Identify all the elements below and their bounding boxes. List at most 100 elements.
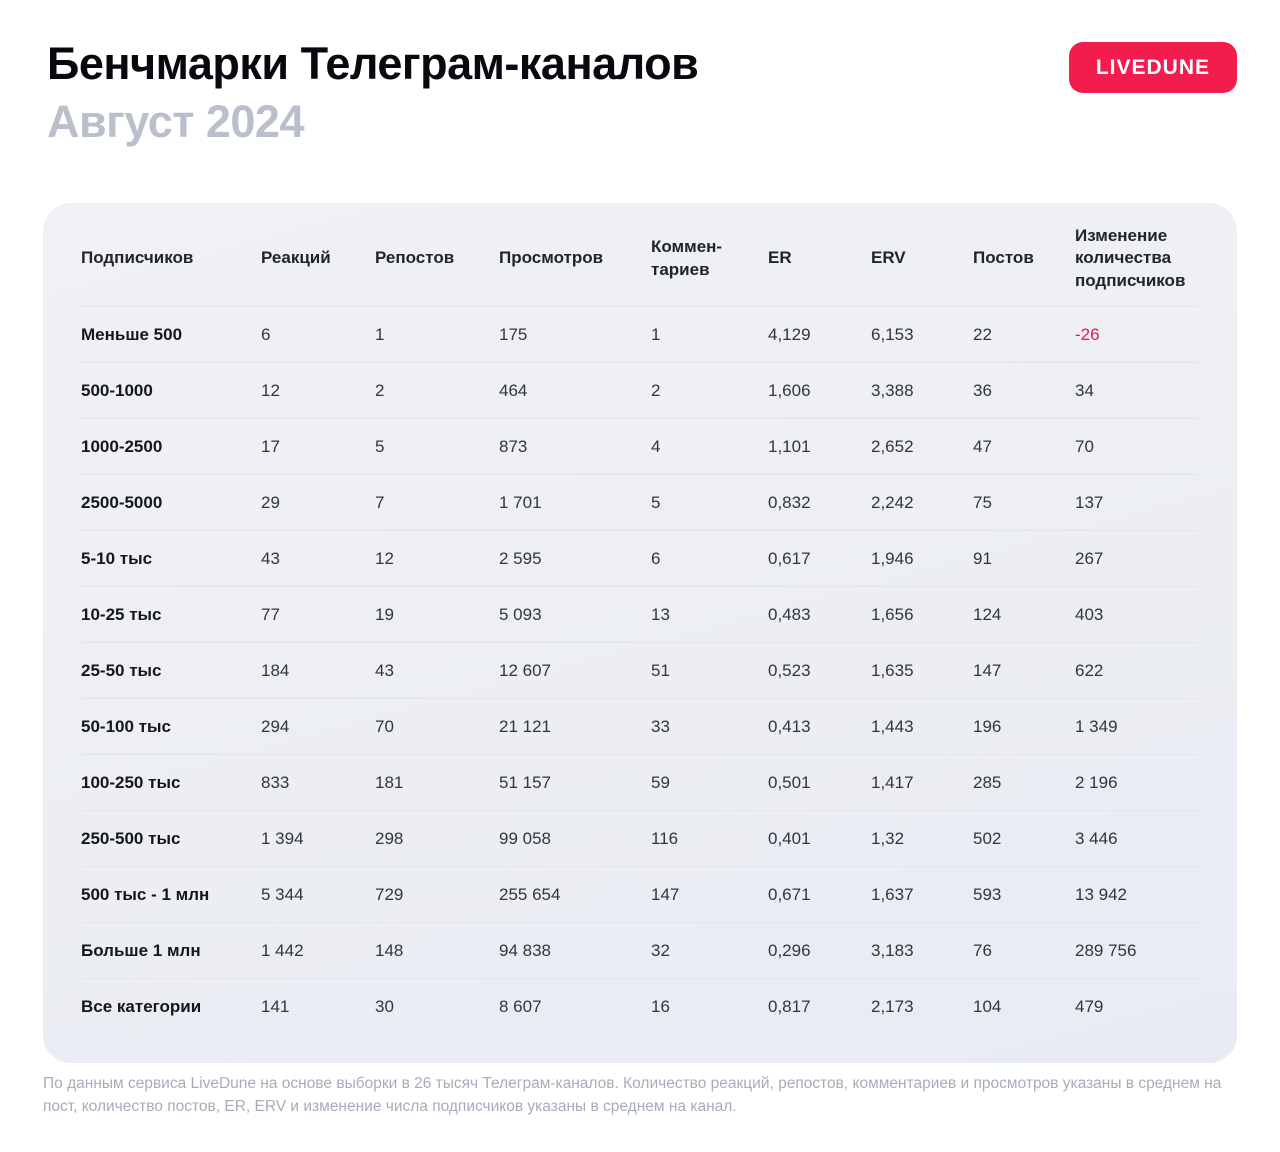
value-cell: 1 701	[499, 492, 542, 512]
value-cell: 148	[375, 940, 404, 960]
value-cell: 5 344	[261, 884, 304, 904]
value-cell: 1	[375, 324, 385, 344]
value-cell: 196	[973, 716, 1002, 736]
value-cell: 32	[651, 940, 670, 960]
value-cell: 36	[973, 380, 992, 400]
value-cell: 19	[375, 604, 394, 624]
value-cell: 13 942	[1075, 884, 1127, 904]
value-cell: 147	[973, 660, 1002, 680]
value-cell: 5	[651, 492, 661, 512]
value-cell: 3,183	[871, 940, 914, 960]
table-row: Все категории 141 30 8 607 16 0,817 2,173 104 47…	[81, 978, 1199, 1034]
value-cell: 5	[375, 436, 385, 456]
value-cell: 1,417	[871, 772, 914, 792]
row-label-cell: 250-500 тыс	[81, 828, 181, 848]
row-label-cell: 100-250 тыс	[81, 772, 181, 792]
value-cell: 124	[973, 604, 1002, 624]
value-cell: 181	[375, 772, 404, 792]
value-cell: 1 394	[261, 828, 304, 848]
value-cell: 29	[261, 492, 280, 512]
value-cell: 2 595	[499, 548, 542, 568]
value-cell: 1,443	[871, 716, 914, 736]
value-cell: 1,101	[768, 436, 811, 456]
value-cell: 289 756	[1075, 940, 1137, 960]
header-cell: ER	[768, 248, 792, 268]
value-cell: 12 607	[499, 660, 551, 680]
value-cell: 1,637	[871, 884, 914, 904]
value-cell: 147	[651, 884, 680, 904]
table-row: Больше 1 млн 1 442 148 94 838 32 0,296 3,183 76…	[81, 922, 1199, 978]
value-cell: 1,606	[768, 380, 811, 400]
value-cell: 0,671	[768, 884, 811, 904]
value-cell: 5 093	[499, 604, 542, 624]
table-row: 50-100 тыс 294 70 21 121 33 0,413 1,443 196 1 34…	[81, 698, 1199, 754]
value-cell: 51	[651, 660, 670, 680]
value-cell: 43	[375, 660, 394, 680]
value-cell: 267	[1075, 548, 1104, 568]
header-cell: Изменение количества подписчиков	[1075, 226, 1186, 290]
table-row: 500 тыс - 1 млн 5 344 729 255 654 147 0,671 1,…	[81, 866, 1199, 922]
value-cell: 75	[973, 492, 992, 512]
table-row: 500-1000 12 2 464 2 1,606 3,388 36 34	[81, 362, 1199, 418]
value-cell: 0,832	[768, 492, 811, 512]
value-cell: 285	[973, 772, 1002, 792]
value-cell: 0,296	[768, 940, 811, 960]
header-cell: Коммен-тариев	[651, 237, 723, 279]
value-cell: 141	[261, 996, 290, 1016]
value-cell: 184	[261, 660, 290, 680]
value-cell: 1,635	[871, 660, 914, 680]
value-cell: 43	[261, 548, 280, 568]
value-cell: 1,946	[871, 548, 914, 568]
value-cell: 16	[651, 996, 670, 1016]
value-cell: -26	[1075, 324, 1100, 344]
value-cell: 12	[375, 548, 394, 568]
value-cell: 2,652	[871, 436, 914, 456]
value-cell: 2,242	[871, 492, 914, 512]
value-cell: 21 121	[499, 716, 551, 736]
value-cell: 59	[651, 772, 670, 792]
header-cell: Подписчиков	[81, 248, 194, 268]
value-cell: 0,501	[768, 772, 811, 792]
livedune-logo-badge: LIVEDUNE	[1068, 42, 1237, 93]
value-cell: 622	[1075, 660, 1104, 680]
value-cell: 47	[973, 436, 992, 456]
value-cell: 1 442	[261, 940, 304, 960]
value-cell: 116	[651, 828, 679, 848]
row-label-cell: 5-10 тыс	[81, 548, 153, 568]
value-cell: 873	[499, 436, 528, 456]
value-cell: 464	[499, 380, 528, 400]
value-cell: 1,656	[871, 604, 914, 624]
row-label-cell: 1000-2500	[81, 436, 163, 456]
value-cell: 70	[375, 716, 394, 736]
value-cell: 77	[261, 604, 280, 624]
value-cell: 91	[973, 548, 992, 568]
value-cell: 593	[973, 884, 1002, 904]
value-cell: 104	[973, 996, 1002, 1016]
value-cell: 94 838	[499, 940, 551, 960]
value-cell: 729	[375, 884, 404, 904]
page-title: Бенчмарки Телеграм-каналов	[47, 38, 699, 89]
table-row: 250-500 тыс 1 394 298 99 058 116 0,401 1,32 502…	[81, 810, 1199, 866]
table-header-row: Подписчиков Реакций Репостов Просмотров Комм…	[81, 203, 1199, 306]
row-label-cell: 25-50 тыс	[81, 660, 162, 680]
value-cell: 51 157	[499, 772, 551, 792]
value-cell: 17	[261, 436, 280, 456]
data-source-footnote: По данным сервиса LiveDune на основе выб…	[43, 1075, 1222, 1116]
value-cell: 0,413	[768, 716, 811, 736]
table-row: Меньше 500 6 1 175 1 4,129 6,153 22 -26	[81, 306, 1199, 362]
value-cell: 6,153	[871, 324, 914, 344]
value-cell: 4	[651, 436, 661, 456]
table-row: 5-10 тыс 43 12 2 595 6 0,617 1,946 91 267	[81, 530, 1199, 586]
row-label-cell: 10-25 тыс	[81, 604, 162, 624]
page-subtitle: Август 2024	[47, 95, 305, 147]
value-cell: 6	[261, 324, 271, 344]
table-body: Меньше 500 6 1 175 1 4,129 6,153 22 -26 500-1000 1…	[81, 306, 1199, 1034]
value-cell: 99 058	[499, 828, 551, 848]
value-cell: 2	[651, 380, 661, 400]
value-cell: 403	[1075, 604, 1104, 624]
value-cell: 175	[499, 324, 528, 344]
table-row: 1000-2500 17 5 873 4 1,101 2,652 47 70	[81, 418, 1199, 474]
value-cell: 3,388	[871, 380, 914, 400]
table-row: 10-25 тыс 77 19 5 093 13 0,483 1,656 124 403	[81, 586, 1199, 642]
value-cell: 34	[1075, 380, 1094, 400]
